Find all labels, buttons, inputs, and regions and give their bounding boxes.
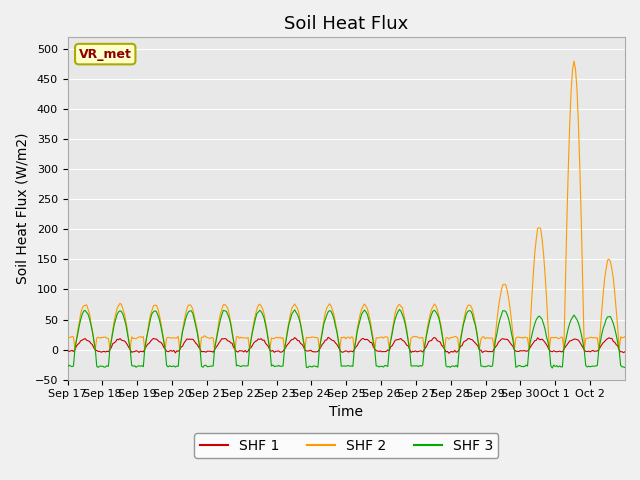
X-axis label: Time: Time: [330, 405, 364, 419]
Text: VR_met: VR_met: [79, 48, 132, 60]
Y-axis label: Soil Heat Flux (W/m2): Soil Heat Flux (W/m2): [15, 132, 29, 284]
Title: Soil Heat Flux: Soil Heat Flux: [284, 15, 408, 33]
Legend: SHF 1, SHF 2, SHF 3: SHF 1, SHF 2, SHF 3: [194, 433, 499, 458]
